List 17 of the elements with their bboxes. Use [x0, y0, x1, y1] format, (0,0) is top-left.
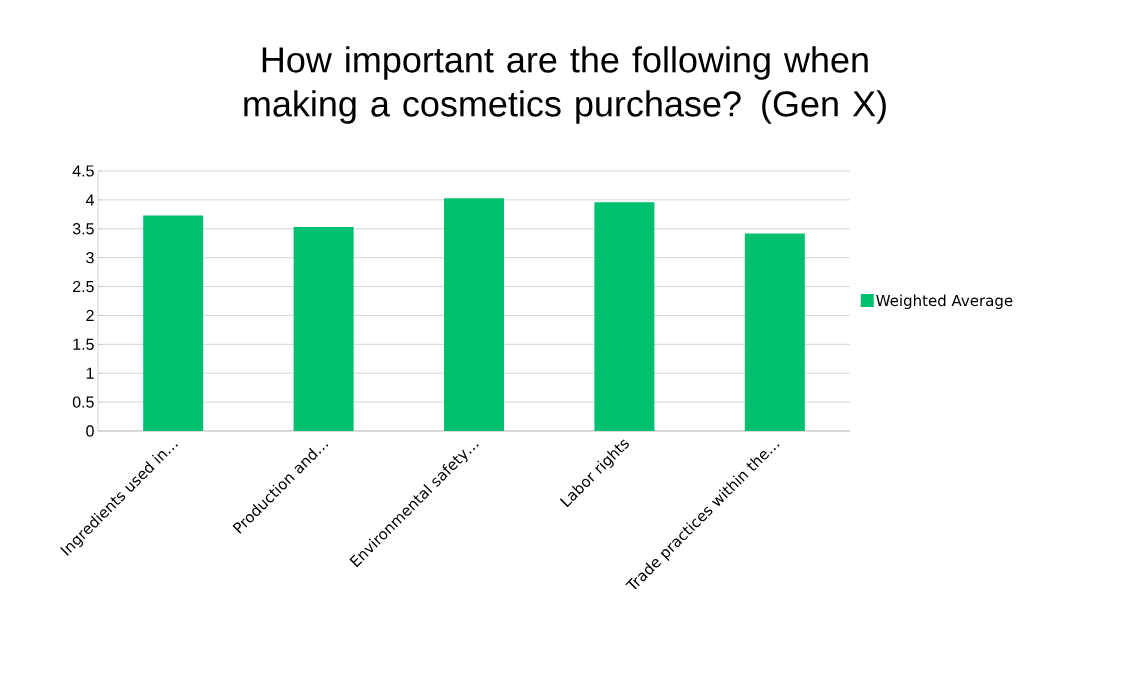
y-tick-label: 0.5 [72, 396, 94, 408]
legend-label: Weighted Average [876, 294, 1013, 310]
y-tick-label: 2.5 [73, 280, 94, 293]
y-tick-label: 2 [86, 309, 94, 322]
y-tick-label: 4.5 [72, 165, 94, 177]
y-tick-label: 4 [85, 194, 94, 206]
bar [444, 198, 504, 431]
chart-title: How important are the following when making a cosmetics purchase? (Gen X) [244, 46, 886, 124]
y-tick-label: 1 [86, 367, 94, 379]
bar [594, 202, 655, 431]
y-tick-label: 0 [86, 425, 94, 437]
y-tick-label: 3 [86, 252, 94, 264]
bar [293, 227, 354, 431]
bar [143, 215, 204, 431]
y-tick-label: 3.5 [72, 223, 94, 235]
y-tick-label: 1.5 [73, 338, 94, 350]
bar [744, 233, 805, 431]
